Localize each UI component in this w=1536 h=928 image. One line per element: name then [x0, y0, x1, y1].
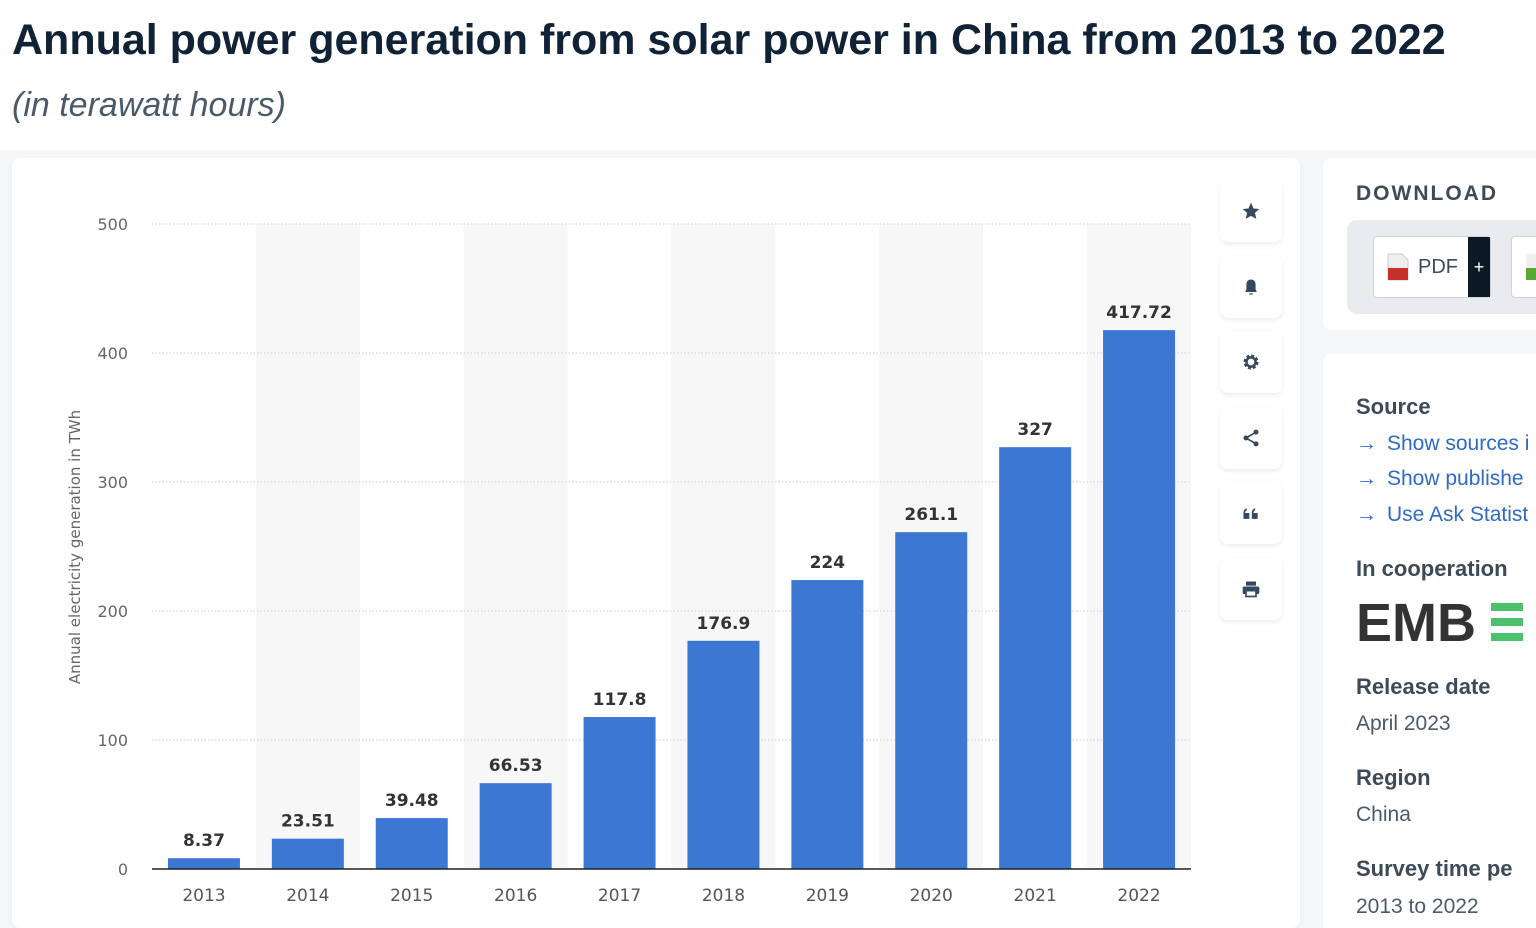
data-label: 417.72: [1106, 303, 1172, 323]
cite-button[interactable]: [1220, 482, 1282, 544]
y-tick-label: 0: [118, 860, 128, 879]
download-options: PDF +: [1347, 220, 1536, 314]
bar-chart: 0 100 200 300 400 500 8.37 2013 23.51 2014 39.48 20…: [66, 215, 1191, 906]
settings-button[interactable]: [1220, 331, 1282, 393]
xls-file-icon: [1526, 254, 1536, 280]
favorite-button[interactable]: [1220, 180, 1282, 242]
data-label: 176.9: [697, 614, 751, 634]
data-label: 117.8: [593, 690, 647, 710]
notification-button[interactable]: [1220, 256, 1282, 318]
bar-2020: [895, 532, 968, 869]
bar-2019: [791, 580, 864, 869]
ember-logo: EMB: [1356, 596, 1523, 646]
survey-period-value: 2013 to 2022: [1356, 895, 1479, 918]
y-tick-label: 100: [97, 731, 128, 750]
x-tick-label: 2017: [598, 886, 641, 906]
bar-2017: [583, 717, 656, 869]
bar-2018: [687, 640, 760, 869]
region-value: China: [1356, 803, 1411, 826]
header: Annual power generation from solar power…: [0, 0, 1536, 150]
x-tick-label: 2014: [286, 886, 329, 906]
y-tick-label: 200: [97, 602, 128, 621]
download-panel: DOWNLOAD PDF +: [1323, 158, 1536, 330]
release-date-value: April 2023: [1356, 712, 1451, 735]
chart-card: [12, 158, 1300, 928]
bar-2016: [479, 783, 552, 869]
show-sources-link[interactable]: → Show sources i: [1356, 432, 1529, 456]
bell-icon: [1245, 279, 1257, 295]
y-tick-label: 500: [97, 215, 128, 234]
info-panel: Source → Show sources i → Show publishe → U…: [1323, 354, 1536, 928]
release-date-heading: Release date: [1356, 674, 1491, 699]
svg-text:EMB: EMB: [1356, 596, 1476, 646]
star-icon: [1242, 202, 1260, 219]
x-tick-label: 2019: [806, 886, 849, 906]
x-tick-label: 2021: [1014, 886, 1057, 906]
bar-2014: [271, 838, 344, 869]
band-shade: [255, 224, 360, 869]
gear-icon: [1243, 354, 1259, 370]
print-icon: [1242, 581, 1260, 598]
survey-period-heading: Survey time pe: [1356, 856, 1513, 881]
y-tick-label: 400: [97, 344, 128, 363]
print-button[interactable]: [1220, 558, 1282, 620]
source-heading: Source: [1356, 394, 1431, 419]
pdf-label: PDF: [1418, 255, 1458, 278]
arrow-right-icon: →: [1356, 467, 1377, 490]
link-text: Show publishe: [1387, 467, 1524, 490]
show-publisher-link[interactable]: → Show publishe: [1356, 467, 1524, 491]
data-label: 224: [810, 553, 846, 573]
share-icon: [1243, 429, 1259, 447]
x-tick-label: 2015: [390, 886, 433, 906]
x-tick-label: 2018: [702, 886, 745, 906]
x-tick-label: 2022: [1117, 886, 1160, 906]
link-text: Show sources i: [1387, 432, 1530, 455]
arrow-right-icon: →: [1356, 503, 1377, 526]
page-title: Annual power generation from solar power…: [12, 16, 1446, 64]
data-label: 261.1: [904, 505, 958, 525]
bar-2022: [1103, 330, 1176, 869]
data-label: 327: [1017, 420, 1053, 440]
share-button[interactable]: [1220, 407, 1282, 469]
x-tick-label: 2016: [494, 886, 537, 906]
data-label: 23.51: [281, 812, 335, 832]
region-heading: Region: [1356, 765, 1431, 790]
arrow-right-icon: →: [1356, 432, 1377, 455]
plus-icon: +: [1468, 237, 1490, 297]
cooperation-heading: In cooperation: [1356, 556, 1508, 581]
page-subtitle: (in terawatt hours): [12, 86, 286, 124]
quote-icon: [1243, 508, 1258, 519]
bar-2013: [167, 858, 240, 869]
ask-statista-link[interactable]: → Use Ask Statist: [1356, 503, 1528, 527]
x-tick-label: 2013: [182, 886, 225, 906]
link-text: Use Ask Statist: [1387, 503, 1529, 526]
data-label: 8.37: [183, 831, 225, 851]
bar-2021: [999, 447, 1072, 869]
band-shade: [463, 224, 568, 869]
y-tick-label: 300: [97, 473, 128, 492]
y-axis-label: Annual electricity generation in TWh: [66, 410, 84, 684]
pdf-download-button[interactable]: PDF +: [1373, 236, 1491, 298]
bar-2015: [375, 818, 448, 869]
xls-download-button[interactable]: [1511, 236, 1536, 298]
x-tick-label: 2020: [910, 886, 953, 906]
data-label: 39.48: [385, 791, 439, 811]
download-title: DOWNLOAD: [1356, 182, 1498, 205]
data-label: 66.53: [489, 756, 543, 776]
pdf-file-icon: [1387, 253, 1409, 281]
